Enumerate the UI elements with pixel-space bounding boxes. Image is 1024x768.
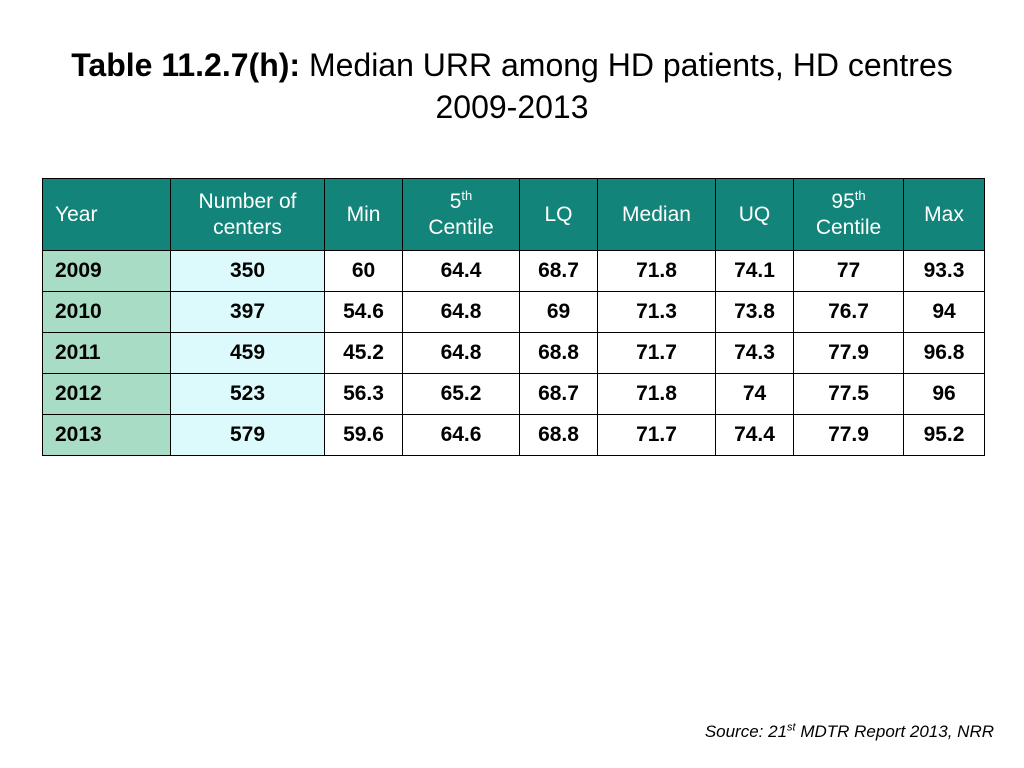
cell-lq: 68.7: [519, 373, 598, 415]
table-row: 2009 350 60 64.4 68.7 71.8 74.1 77 93.3: [42, 250, 985, 292]
cell-median: 71.7: [597, 414, 716, 456]
header-p5-word: Centile: [428, 215, 494, 239]
cell-uq: 73.8: [715, 291, 794, 333]
source-sup: st: [787, 721, 796, 734]
cell-max: 96: [903, 373, 985, 415]
cell-uq: 74.1: [715, 250, 794, 292]
cell-min: 54.6: [324, 291, 403, 333]
cell-uq: 74.3: [715, 332, 794, 374]
header-max: Max: [903, 178, 985, 251]
cell-max: 96.8: [903, 332, 985, 374]
header-p95-word: Centile: [815, 215, 882, 239]
cell-min: 59.6: [324, 414, 403, 456]
cell-p95: 77.5: [793, 373, 904, 415]
cell-lq: 69: [519, 291, 598, 333]
cell-uq: 74.4: [715, 414, 794, 456]
header-number-of-centers: Number of centers: [170, 178, 325, 251]
cell-year: 2009: [42, 250, 171, 292]
urr-table: Year Number of centers Min 5th Centile LQ …: [42, 178, 985, 456]
cell-p5: 65.2: [402, 373, 520, 415]
header-year: Year: [42, 178, 171, 251]
cell-min: 56.3: [324, 373, 403, 415]
header-5th-centile: 5th Centile: [402, 178, 520, 251]
cell-median: 71.8: [597, 250, 716, 292]
cell-p95: 77.9: [793, 332, 904, 374]
cell-p5: 64.8: [402, 291, 520, 333]
cell-lq: 68.8: [519, 332, 598, 374]
cell-centers: 579: [170, 414, 325, 456]
cell-max: 94: [903, 291, 985, 333]
header-centers-line1: Number of: [198, 189, 297, 213]
header-median: Median: [597, 178, 716, 251]
table-label: Table 11.2.7(h):: [71, 47, 301, 83]
header-uq: UQ: [715, 178, 794, 251]
cell-median: 71.3: [597, 291, 716, 333]
source-note: Source: 21st MDTR Report 2013, NRR: [705, 722, 994, 742]
cell-p5: 64.8: [402, 332, 520, 374]
table-row: 2010 397 54.6 64.8 69 71.3 73.8 76.7 94: [42, 291, 985, 333]
cell-uq: 74: [715, 373, 794, 415]
header-p5-num: 5: [449, 189, 462, 213]
header-centers-line2: centers: [213, 215, 282, 239]
page-title: Table 11.2.7(h): Median URR among HD pat…: [62, 44, 962, 128]
cell-p5: 64.4: [402, 250, 520, 292]
header-95th-centile: 95th Centile: [793, 178, 904, 251]
cell-min: 45.2: [324, 332, 403, 374]
cell-centers: 523: [170, 373, 325, 415]
cell-centers: 397: [170, 291, 325, 333]
cell-p95: 77: [793, 250, 904, 292]
cell-centers: 350: [170, 250, 325, 292]
source-prefix: Source: 21: [704, 722, 788, 741]
header-p5-sup: th: [461, 187, 473, 203]
cell-median: 71.7: [597, 332, 716, 374]
cell-lq: 68.8: [519, 414, 598, 456]
header-min: Min: [324, 178, 403, 251]
table-row: 2011 459 45.2 64.8 68.8 71.7 74.3 77.9 9…: [42, 332, 985, 374]
cell-lq: 68.7: [519, 250, 598, 292]
cell-p5: 64.6: [402, 414, 520, 456]
table-row: 2013 579 59.6 64.6 68.8 71.7 74.4 77.9 9…: [42, 414, 985, 456]
header-p95-num: 95: [831, 189, 855, 213]
title-text: Median URR among HD patients, HD centres…: [308, 47, 953, 125]
cell-max: 95.2: [903, 414, 985, 456]
cell-p95: 76.7: [793, 291, 904, 333]
cell-year: 2012: [42, 373, 171, 415]
cell-median: 71.8: [597, 373, 716, 415]
cell-year: 2010: [42, 291, 171, 333]
cell-max: 93.3: [903, 250, 985, 292]
cell-centers: 459: [170, 332, 325, 374]
header-p95-sup: th: [854, 187, 866, 203]
header-row: Year Number of centers Min 5th Centile LQ …: [42, 178, 985, 251]
source-suffix: MDTR Report 2013, NRR: [795, 722, 994, 741]
table-row: 2012 523 56.3 65.2 68.7 71.8 74 77.5 96: [42, 373, 985, 415]
cell-year: 2011: [42, 332, 171, 374]
cell-year: 2013: [42, 414, 171, 456]
cell-p95: 77.9: [793, 414, 904, 456]
cell-min: 60: [324, 250, 403, 292]
header-lq: LQ: [519, 178, 598, 251]
